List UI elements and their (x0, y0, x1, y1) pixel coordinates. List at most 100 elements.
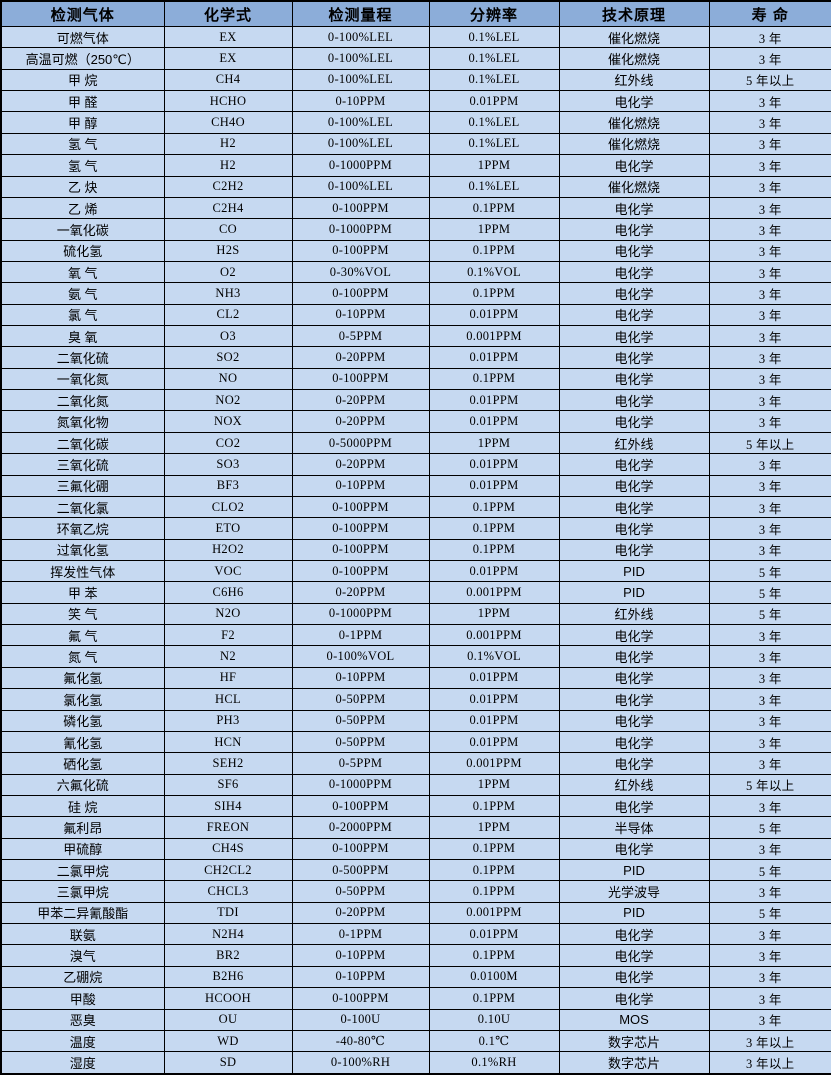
cell-range: 0-5PPM (291, 752, 430, 775)
cell-range: 0-1PPM (291, 624, 430, 647)
cell-range: 0-50PPM (291, 688, 430, 711)
cell-formula: O3 (163, 325, 293, 348)
cell-formula: C6H6 (163, 581, 293, 604)
cell-range: 0-10PPM (291, 474, 430, 497)
cell-gas: 氟 气 (0, 624, 165, 647)
cell-range: 0-20PPM (291, 581, 430, 604)
cell-gas: 联氨 (0, 923, 165, 946)
cell-resolution: 0.1PPM (428, 196, 560, 220)
cell-range: 0-100PPM (291, 196, 430, 220)
table-row: 氮 气 N2 0-100%VOL 0.1%VOL 电化学 3 年 (0, 645, 831, 668)
cell-principle: 电化学 (558, 367, 710, 391)
cell-resolution: 0.01PPM (428, 474, 560, 497)
cell-resolution: 0.1PPM (428, 517, 560, 540)
cell-principle: 半导体 (558, 816, 710, 839)
cell-range: 0-100PPM (291, 282, 430, 305)
cell-resolution: 0.1%LEL (428, 175, 560, 198)
cell-principle: 催化燃烧 (558, 25, 710, 49)
cell-range: 0-100PPM (291, 495, 430, 519)
cell-life: 3 年 (708, 538, 831, 561)
cell-principle: PID (558, 901, 710, 925)
cell-gas: 氯 气 (0, 303, 165, 327)
cell-principle: 电化学 (558, 218, 710, 241)
column-header-formula: 化学式 (163, 0, 293, 27)
cell-resolution: 0.1PPM (428, 944, 560, 967)
cell-life: 3 年 (708, 1008, 831, 1031)
cell-resolution: 0.001PPM (428, 581, 560, 604)
cell-formula: H2 (163, 132, 293, 156)
cell-principle: 电化学 (558, 196, 710, 220)
cell-principle: 催化燃烧 (558, 47, 710, 70)
cell-formula: NO2 (163, 389, 293, 412)
cell-formula: C2H4 (163, 196, 293, 220)
column-header-resolution: 分辨率 (428, 0, 560, 27)
cell-formula: HF (163, 666, 293, 690)
cell-life: 3 年 (708, 196, 831, 220)
cell-principle: 电化学 (558, 688, 710, 711)
cell-principle: 电化学 (558, 645, 710, 668)
table-row: 甲硫醇 CH4S 0-100PPM 0.1PPM 电化学 3 年 (0, 837, 831, 861)
cell-life: 5 年以上 (708, 68, 831, 92)
cell-formula: CLO2 (163, 495, 293, 519)
cell-gas: 甲 烷 (0, 68, 165, 92)
cell-life: 3 年 (708, 260, 831, 284)
cell-principle: 电化学 (558, 303, 710, 327)
cell-principle: 电化学 (558, 965, 710, 989)
cell-resolution: 0.01PPM (428, 923, 560, 946)
cell-life: 3 年 (708, 987, 831, 1010)
table-row: 二氧化硫 SO2 0-20PPM 0.01PPM 电化学 3 年 (0, 346, 831, 369)
cell-range: 0-1000PPM (291, 154, 430, 177)
cell-gas: 一氧化碳 (0, 218, 165, 241)
cell-gas: 恶臭 (0, 1008, 165, 1031)
cell-life: 3 年 (708, 303, 831, 327)
cell-resolution: 0.01PPM (428, 303, 560, 327)
cell-gas: 高温可燃（250℃） (0, 47, 165, 70)
cell-resolution: 1PPM (428, 218, 560, 241)
cell-resolution: 0.01PPM (428, 559, 560, 583)
cell-principle: 红外线 (558, 773, 710, 796)
cell-gas: 硒化氢 (0, 752, 165, 775)
cell-resolution: 0.1%LEL (428, 68, 560, 92)
table-row: 甲酸 HCOOH 0-100PPM 0.1PPM 电化学 3 年 (0, 987, 831, 1010)
cell-gas: 氟化氢 (0, 666, 165, 690)
cell-formula: H2O2 (163, 538, 293, 561)
cell-formula: H2S (163, 239, 293, 262)
cell-formula: HCL (163, 688, 293, 711)
cell-formula: VOC (163, 559, 293, 583)
cell-life: 3 年 (708, 453, 831, 476)
cell-principle: 电化学 (558, 837, 710, 861)
cell-life: 5 年 (708, 581, 831, 604)
cell-range: 0-100%VOL (291, 645, 430, 668)
cell-range: 0-10PPM (291, 90, 430, 113)
cell-formula: N2H4 (163, 923, 293, 946)
table-row: 三氯甲烷 CHCL3 0-50PPM 0.1PPM 光学波导 3 年 (0, 880, 831, 903)
cell-range: 0-20PPM (291, 346, 430, 369)
cell-life: 3 年 (708, 410, 831, 433)
cell-gas: 甲酸 (0, 987, 165, 1010)
cell-range: 0-100PPM (291, 239, 430, 262)
cell-principle: 电化学 (558, 260, 710, 284)
cell-resolution: 1PPM (428, 773, 560, 796)
cell-gas: 过氧化氢 (0, 538, 165, 561)
table-row: 六氟化硫 SF6 0-1000PPM 1PPM 红外线 5 年以上 (0, 773, 831, 796)
cell-resolution: 0.1PPM (428, 837, 560, 861)
cell-resolution: 0.01PPM (428, 90, 560, 113)
table-row: 氯 气 CL2 0-10PPM 0.01PPM 电化学 3 年 (0, 303, 831, 327)
cell-range: 0-100PPM (291, 538, 430, 561)
cell-gas: 二氧化硫 (0, 346, 165, 369)
cell-formula: PH3 (163, 709, 293, 732)
cell-gas: 二氧化氮 (0, 389, 165, 412)
cell-principle: 电化学 (558, 410, 710, 433)
cell-resolution: 0.1PPM (428, 859, 560, 882)
cell-formula: CL2 (163, 303, 293, 327)
cell-gas: 乙 烯 (0, 196, 165, 220)
column-header-principle: 技术原理 (558, 0, 710, 27)
cell-range: 0-100%LEL (291, 175, 430, 198)
cell-gas: 甲 醇 (0, 111, 165, 134)
cell-gas: 氨 气 (0, 282, 165, 305)
cell-resolution: 0.01PPM (428, 730, 560, 754)
table-row: 臭 氧 O3 0-5PPM 0.001PPM 电化学 3 年 (0, 325, 831, 348)
cell-principle: 电化学 (558, 709, 710, 732)
cell-range: 0-5PPM (291, 325, 430, 348)
